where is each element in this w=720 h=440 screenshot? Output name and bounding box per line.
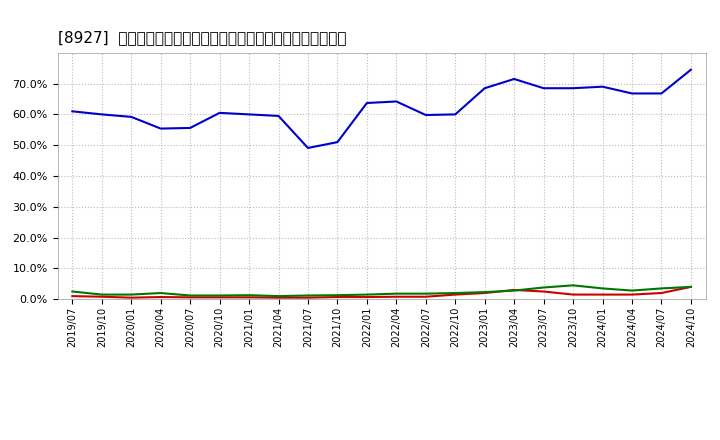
Line: 在庫: 在庫 — [72, 70, 691, 148]
売上債権 — [421, 294, 430, 299]
買入債務 — [304, 293, 312, 298]
在庫 — [333, 139, 342, 145]
買入債務 — [156, 290, 165, 296]
買入債務 — [245, 293, 253, 298]
在庫 — [156, 126, 165, 131]
在庫 — [127, 114, 135, 120]
在庫 — [480, 85, 489, 91]
在庫 — [392, 99, 400, 104]
買入債務 — [569, 283, 577, 288]
売上債権 — [215, 295, 224, 300]
売上債権 — [451, 292, 459, 297]
売上債権 — [156, 294, 165, 300]
買入債務 — [392, 291, 400, 296]
買入債務 — [363, 292, 372, 297]
売上債権 — [363, 294, 372, 300]
在庫 — [421, 112, 430, 117]
買入債務 — [657, 286, 666, 291]
売上債権 — [480, 290, 489, 296]
在庫 — [598, 84, 607, 89]
在庫 — [628, 91, 636, 96]
売上債権 — [274, 295, 283, 301]
売上債権 — [333, 294, 342, 300]
売上債権 — [97, 294, 106, 299]
在庫 — [510, 77, 518, 82]
買入債務 — [333, 293, 342, 298]
在庫 — [363, 100, 372, 106]
在庫 — [245, 112, 253, 117]
売上債権 — [245, 295, 253, 300]
売上債権 — [628, 292, 636, 297]
買入債務 — [539, 285, 548, 290]
買入債務 — [127, 292, 135, 297]
在庫 — [569, 85, 577, 91]
買入債務 — [628, 288, 636, 293]
買入債務 — [97, 292, 106, 297]
売上債権 — [68, 293, 76, 299]
買入債務 — [598, 286, 607, 291]
買入債務 — [215, 293, 224, 298]
売上債権 — [127, 295, 135, 301]
売上債権 — [657, 290, 666, 296]
売上債権 — [687, 284, 696, 290]
在庫 — [657, 91, 666, 96]
売上債権 — [304, 295, 312, 301]
Text: [8927]  売上債権、在庫、買入債務の総資産に対する比率の推移: [8927] 売上債権、在庫、買入債務の総資産に対する比率の推移 — [58, 29, 346, 45]
Legend: 売上債権, 在庫, 買入債務: 売上債権, 在庫, 買入債務 — [251, 433, 512, 440]
買入債務 — [510, 288, 518, 293]
売上債権 — [392, 294, 400, 299]
買入債務 — [480, 290, 489, 295]
売上債権 — [539, 289, 548, 294]
在庫 — [687, 67, 696, 73]
在庫 — [97, 112, 106, 117]
在庫 — [274, 114, 283, 119]
Line: 買入債務: 買入債務 — [72, 286, 691, 296]
在庫 — [304, 145, 312, 150]
買入債務 — [274, 293, 283, 299]
在庫 — [539, 85, 548, 91]
買入債務 — [451, 290, 459, 296]
売上債権 — [510, 287, 518, 293]
在庫 — [186, 125, 194, 131]
買入債務 — [687, 284, 696, 290]
売上債権 — [186, 295, 194, 300]
売上債権 — [598, 292, 607, 297]
買入債務 — [186, 293, 194, 298]
買入債務 — [68, 289, 76, 294]
在庫 — [68, 109, 76, 114]
売上債権 — [569, 292, 577, 297]
在庫 — [451, 112, 459, 117]
Line: 売上債権: 売上債権 — [72, 287, 691, 298]
買入債務 — [421, 291, 430, 296]
在庫 — [215, 110, 224, 116]
